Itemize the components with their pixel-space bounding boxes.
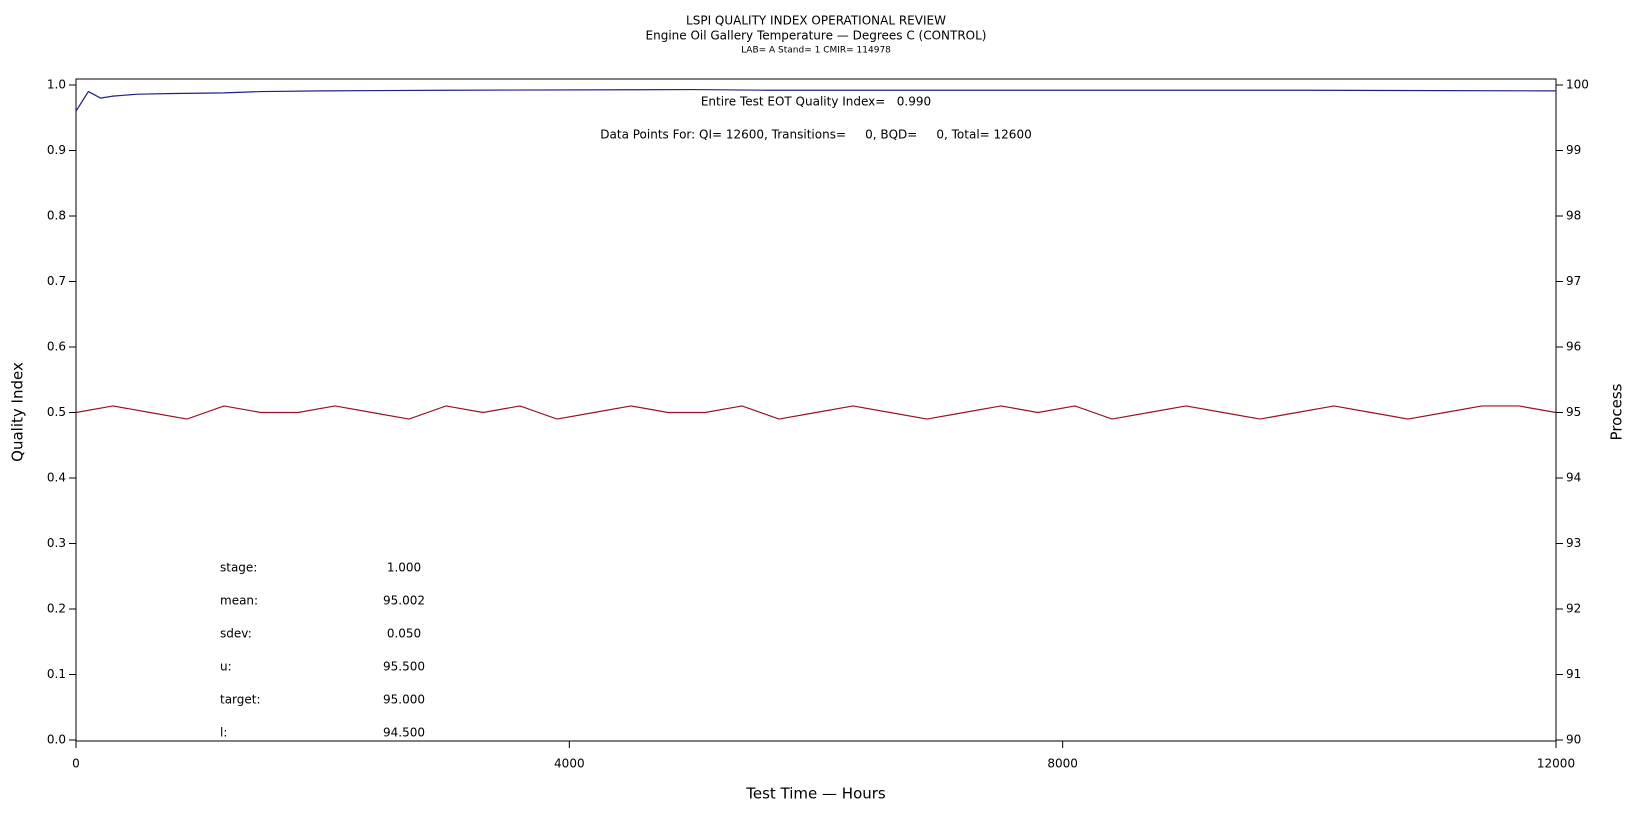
chart-caption: LAB= A Stand= 1 CMIR= 114978	[741, 46, 891, 56]
y-tick-label: 0.3	[47, 536, 66, 550]
x-tick-label: 0	[72, 757, 80, 771]
stat-label: u:	[220, 660, 232, 674]
y-tick-label: 0.2	[47, 602, 66, 616]
y-tick-label: 0.7	[47, 274, 66, 288]
y2-axis-label: Process	[1608, 383, 1626, 440]
stat-value: 95.000	[383, 693, 425, 707]
y2-tick-label: 90	[1566, 733, 1581, 747]
y-axis-label: Quality Index	[9, 362, 27, 462]
stat-label: mean:	[220, 594, 258, 608]
series-line	[75, 405, 1557, 420]
stat-label: target:	[220, 693, 261, 707]
stat-label: stage:	[220, 561, 257, 575]
series-line	[75, 88, 1557, 112]
stat-value: 95.002	[383, 594, 425, 608]
y-tick-label: 0.8	[47, 209, 66, 223]
stat-value: 1.000	[387, 561, 421, 575]
y-tick-label: 0.5	[47, 405, 66, 419]
annotation: Data Points For: QI= 12600, Transitions=…	[600, 128, 1031, 142]
y-tick-label: 0.9	[47, 143, 66, 157]
y2-tick-label: 98	[1566, 209, 1581, 223]
y2-tick-label: 91	[1566, 667, 1581, 681]
plot-frame	[75, 78, 1557, 742]
y2-tick-label: 93	[1566, 536, 1581, 550]
y-tick-label: 1.0	[47, 78, 66, 92]
x-tick-label: 12000	[1537, 757, 1575, 771]
stat-label: l:	[220, 726, 227, 740]
stat-value: 95.500	[383, 660, 425, 674]
y-tick-label: 0.4	[47, 471, 66, 485]
y-tick-label: 0.1	[47, 667, 66, 681]
chart-subtitle: Engine Oil Gallery Temperature — Degrees…	[646, 29, 987, 43]
y-tick-label: 0.6	[47, 340, 66, 354]
x-axis-label: Test Time — Hours	[745, 785, 886, 803]
y2-tick-label: 100	[1566, 78, 1589, 92]
chart-title: LSPI QUALITY INDEX OPERATIONAL REVIEW	[686, 14, 946, 28]
stat-label: sdev:	[220, 627, 252, 641]
y2-tick-label: 94	[1566, 471, 1581, 485]
x-tick-label: 8000	[1047, 757, 1078, 771]
stat-value: 94.500	[383, 726, 425, 740]
y2-tick-label: 95	[1566, 405, 1581, 419]
y2-tick-label: 96	[1566, 340, 1581, 354]
x-tick-label: 4000	[554, 757, 585, 771]
stat-value: 0.050	[387, 627, 421, 641]
y2-tick-label: 92	[1566, 602, 1581, 616]
y2-tick-label: 97	[1566, 274, 1581, 288]
y2-tick-label: 99	[1566, 143, 1581, 157]
annotation: Entire Test EOT Quality Index= 0.990	[701, 95, 931, 109]
y-tick-label: 0.0	[47, 733, 66, 747]
